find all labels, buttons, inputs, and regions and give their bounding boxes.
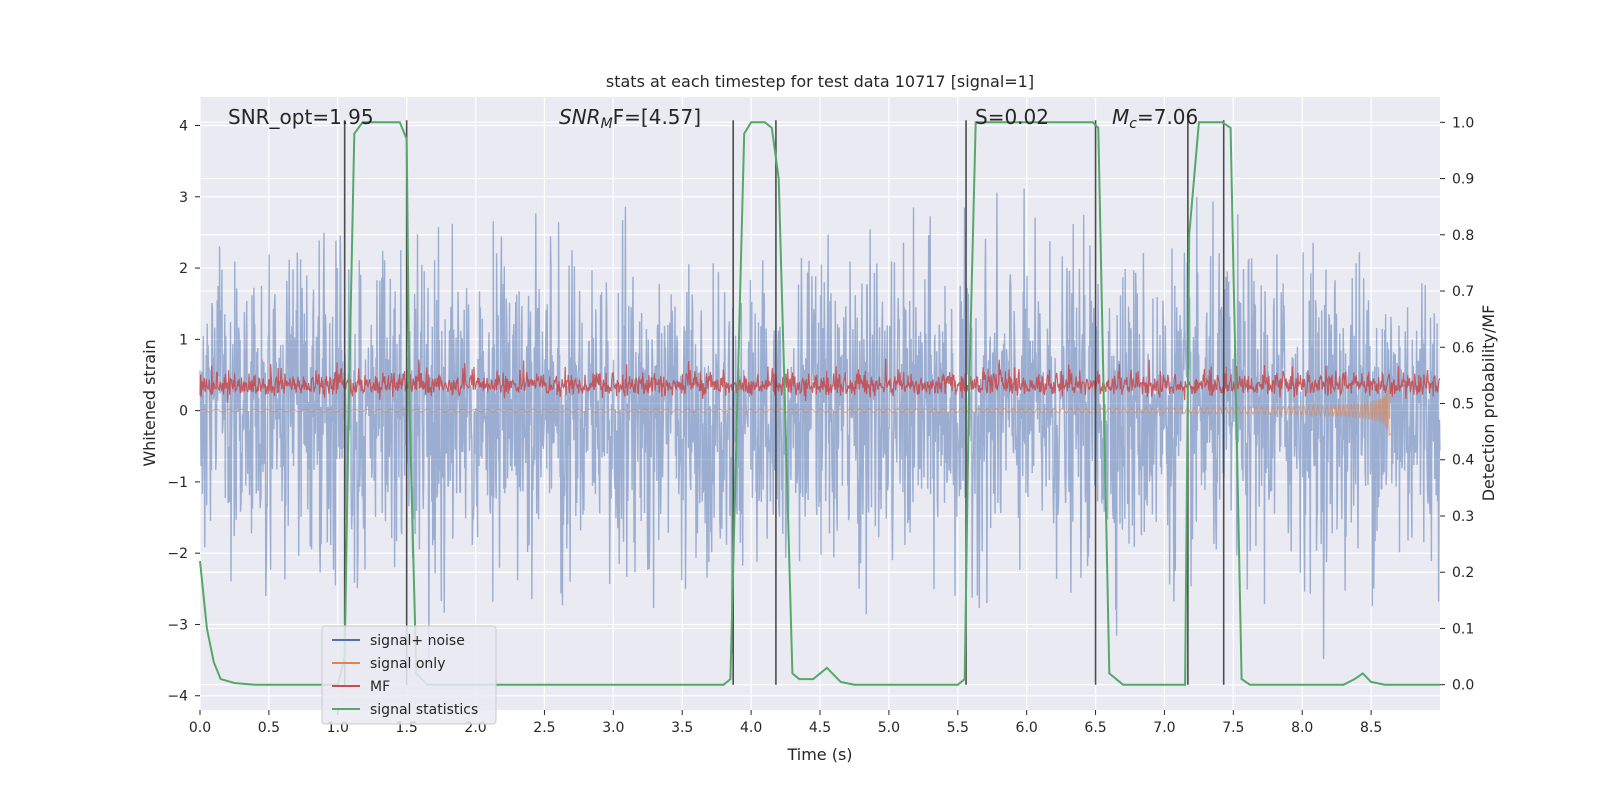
x-tick-label: 3.5 (671, 720, 693, 736)
y2-tick-label: 0.5 (1452, 397, 1474, 413)
x-tick-label: 8.5 (1360, 720, 1382, 736)
y-tick-label: 2 (179, 261, 188, 277)
annotation-snr-opt: SNR_opt=1.95 (228, 105, 374, 129)
x-tick-label: 6.0 (1016, 720, 1038, 736)
legend-label-signal-only: signal only (370, 656, 445, 672)
y-tick-label: −2 (167, 546, 188, 562)
annotation-s: S=0.02 (975, 105, 1049, 129)
y2-tick-label: 0.8 (1452, 228, 1474, 244)
y2-tick-label: 0.0 (1452, 678, 1474, 694)
y2-tick-label: 0.3 (1452, 509, 1474, 525)
y-tick-label: −3 (167, 617, 188, 633)
annotation-mc-main: M (1112, 105, 1129, 129)
y2-tick-label: 0.9 (1452, 172, 1474, 188)
y-tick-label: −4 (167, 689, 188, 705)
annotation-snr-mf-main: SNR (559, 105, 601, 129)
y2-tick-label: 1.0 (1452, 115, 1474, 131)
y2-tick-label: 0.1 (1452, 621, 1474, 637)
x-tick-label: 3.0 (602, 720, 624, 736)
signal-only-series (199, 389, 1392, 437)
y2-tick-label: 0.2 (1452, 565, 1474, 581)
signal-only-line (199, 389, 1392, 437)
signal-statistics-line (199, 121, 1440, 686)
x-tick-label: 5.5 (947, 720, 969, 736)
y-tick-label: 3 (179, 190, 188, 206)
legend-label-mf: MF (370, 679, 390, 695)
x-tick-label: 5.0 (878, 720, 900, 736)
chart-title: stats at each timestep for test data 107… (606, 72, 1034, 91)
x-tick-label: 0.0 (189, 720, 211, 736)
x-tick-label: 4.0 (740, 720, 762, 736)
x-tick-label: 7.5 (1222, 720, 1244, 736)
x-tick-label: 6.5 (1084, 720, 1106, 736)
y2-axis-label: Detection probability/MF (1479, 305, 1498, 502)
x-tick-label: 7.0 (1153, 720, 1175, 736)
y-tick-label: −1 (167, 475, 188, 491)
y-tick-label: 4 (179, 119, 188, 135)
y2-tick-label: 0.6 (1452, 340, 1474, 356)
legend-box (321, 625, 497, 725)
legend-label-signal-statistics: signal statistics (370, 702, 478, 718)
y2-tick-label: 0.7 (1452, 284, 1474, 300)
signal-statistics-series (199, 121, 1440, 686)
x-axis-label: Time (s) (786, 745, 852, 764)
annotation-snr-mf-tail: F=[4.57] (613, 105, 701, 129)
annotation-snr-mf-sub: M (601, 116, 613, 132)
annotation-mc-sub: c (1129, 116, 1137, 132)
y-tick-label: 1 (179, 332, 188, 348)
annotation-snr-mf: SNRMF=[4.57] (559, 105, 701, 132)
annotation-mc: Mc=7.06 (1112, 105, 1198, 132)
x-tick-label: 4.5 (809, 720, 831, 736)
y2-tick-label: 0.4 (1452, 453, 1474, 469)
legend-label-signal-noise: signal+ noise (370, 633, 465, 649)
x-tick-label: 2.5 (533, 720, 555, 736)
legend: signal+ noise signal only MF signal stat… (321, 625, 497, 725)
y-tick-label: 0 (179, 404, 188, 420)
annotation-mc-tail: =7.06 (1137, 105, 1198, 129)
y-axis-label: Whitened strain (140, 339, 159, 466)
x-tick-label: 0.5 (258, 720, 280, 736)
x-tick-label: 8.0 (1291, 720, 1313, 736)
